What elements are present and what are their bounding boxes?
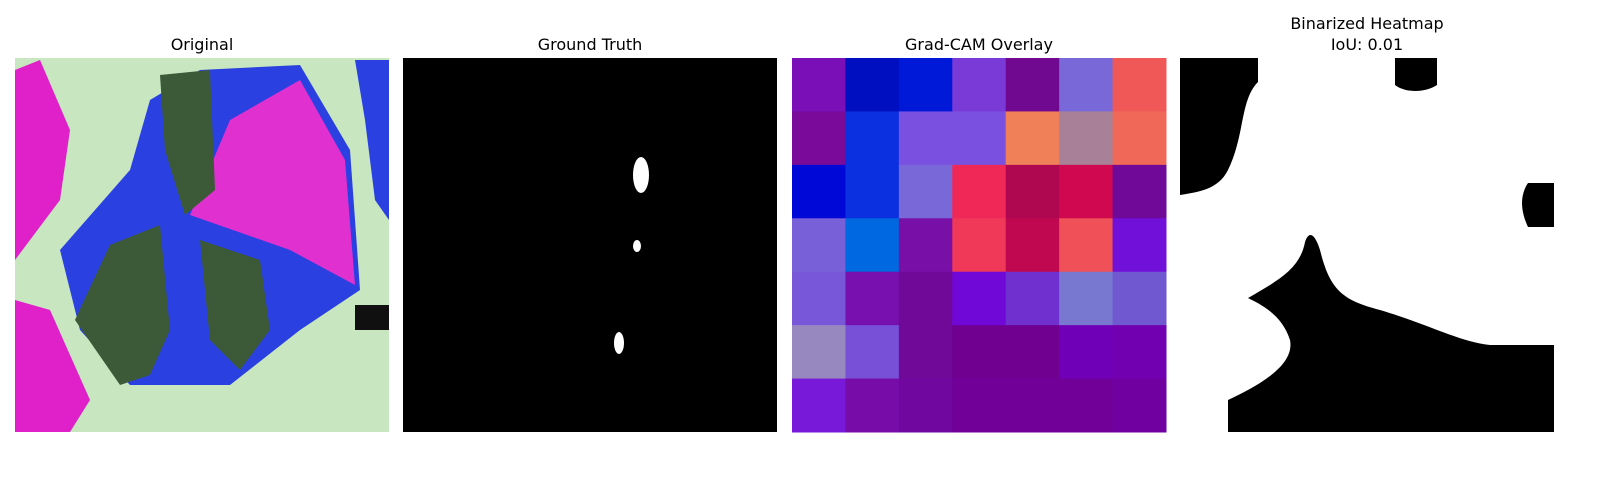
- heatmap-cell: [845, 218, 900, 273]
- heatmap-cell: [845, 164, 900, 219]
- heatmap-region: [1180, 58, 1258, 195]
- panel-title: Binarized Heatmap: [1290, 14, 1443, 33]
- background: [403, 58, 777, 432]
- leaf-part: [75, 225, 170, 385]
- heatmap-cell: [1112, 58, 1167, 112]
- panel-subtitle: IoU: 0.01: [1331, 35, 1403, 54]
- heatmap-cell: [792, 378, 846, 433]
- heatmap-cell: [845, 111, 900, 166]
- heatmap-cell: [898, 271, 953, 326]
- heatmap-cell: [1059, 325, 1114, 380]
- patch: [355, 60, 389, 220]
- heatmap-cell: [1112, 164, 1167, 219]
- ground-truth-image: [403, 58, 777, 432]
- heatmap-cell: [952, 325, 1007, 380]
- heatmap-cell: [1059, 378, 1114, 433]
- heatmap-cell: [845, 325, 900, 380]
- heatmap-cell: [792, 164, 846, 219]
- patch: [355, 305, 389, 330]
- heatmap-cell: [1005, 164, 1060, 219]
- heatmap-cell: [898, 325, 953, 380]
- heatmap-cell: [952, 218, 1007, 273]
- heatmap-cell: [1059, 164, 1114, 219]
- heatmap-region: [1395, 58, 1437, 91]
- leaf-part: [200, 240, 270, 370]
- heatmap-cell: [1112, 271, 1167, 326]
- heatmap-cell: [898, 218, 953, 273]
- heatmap-cell: [792, 325, 846, 380]
- heatmap-cell: [898, 111, 953, 166]
- heatmap-cell: [952, 164, 1007, 219]
- heatmap-cell: [845, 58, 900, 112]
- heatmap-cell: [952, 271, 1007, 326]
- mask-blob: [633, 157, 649, 193]
- heatmap-cell: [1112, 111, 1167, 166]
- heatmap-cell: [1005, 378, 1060, 433]
- panel-title: Ground Truth: [538, 35, 643, 54]
- heatmap-cell: [1059, 58, 1114, 112]
- mask-blob: [614, 332, 624, 354]
- heatmap-cell: [1112, 325, 1167, 380]
- panel-title: Grad-CAM Overlay: [905, 35, 1053, 54]
- mask-blob: [633, 240, 641, 252]
- heatmap-cell: [1005, 325, 1060, 380]
- heatmap-cell: [845, 271, 900, 326]
- heatmap-cell: [1005, 218, 1060, 273]
- heatmap-cell: [1005, 111, 1060, 166]
- heatmap-cell: [952, 378, 1007, 433]
- gradcam-image: [792, 58, 1167, 433]
- heatmap-cell: [1112, 218, 1167, 273]
- heatmap-cell: [952, 111, 1007, 166]
- binarized-image: [1180, 58, 1554, 432]
- heatmap-cell: [952, 58, 1007, 112]
- heatmap-cell: [1112, 378, 1167, 433]
- heatmap-cell: [898, 378, 953, 433]
- heatmap-cell: [1005, 271, 1060, 326]
- heatmap-region: [1522, 183, 1554, 227]
- heatmap-cell: [792, 271, 846, 326]
- heatmap-cell: [792, 58, 846, 112]
- heatmap-region: [1228, 235, 1554, 432]
- panel-title: Original: [171, 35, 234, 54]
- heatmap-cell: [792, 218, 846, 273]
- leaf-part: [160, 70, 215, 215]
- heatmap-cell: [1059, 271, 1114, 326]
- heatmap-cell: [845, 378, 900, 433]
- heatmap-cell: [898, 58, 953, 112]
- original-image: [15, 58, 389, 432]
- heatmap-cell: [898, 164, 953, 219]
- heatmap-cell: [1059, 218, 1114, 273]
- patch: [15, 300, 90, 432]
- heatmap-cell: [792, 111, 846, 166]
- leaf-part: [190, 80, 355, 285]
- patch: [15, 60, 70, 260]
- heatmap-cell: [1059, 111, 1114, 166]
- heatmap-cell: [1005, 58, 1060, 112]
